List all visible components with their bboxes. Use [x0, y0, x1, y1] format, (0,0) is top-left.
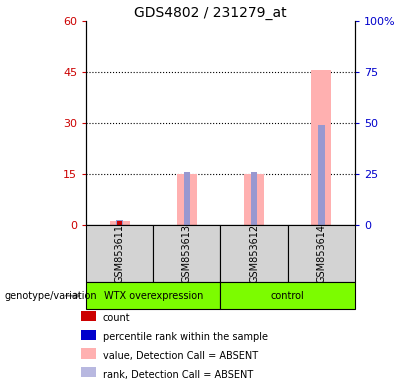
Bar	[86, 282, 221, 309]
Bar	[86, 225, 153, 282]
Text: GSM853613: GSM853613	[182, 224, 192, 283]
Bar	[81, 329, 96, 340]
Bar	[311, 70, 331, 225]
Bar	[117, 221, 122, 225]
Text: GSM853611: GSM853611	[115, 224, 125, 283]
Text: genotype/variation: genotype/variation	[4, 291, 97, 301]
Bar	[110, 220, 130, 225]
Bar	[184, 172, 190, 225]
Bar	[288, 225, 355, 282]
Text: value, Detection Call = ABSENT: value, Detection Call = ABSENT	[103, 351, 258, 361]
Text: WTX overexpression: WTX overexpression	[104, 291, 203, 301]
Text: GSM853612: GSM853612	[249, 224, 259, 283]
Text: control: control	[271, 291, 304, 301]
Bar	[251, 172, 257, 225]
Text: GDS4802 / 231279_at: GDS4802 / 231279_at	[134, 6, 286, 20]
Bar	[153, 225, 220, 282]
Bar	[318, 124, 325, 225]
Bar	[81, 348, 96, 359]
Text: GSM853614: GSM853614	[316, 224, 326, 283]
Text: rank, Detection Call = ABSENT: rank, Detection Call = ABSENT	[103, 370, 253, 380]
Text: count: count	[103, 313, 130, 323]
Text: percentile rank within the sample: percentile rank within the sample	[103, 332, 268, 342]
Bar	[177, 174, 197, 225]
Bar	[116, 220, 123, 225]
Bar	[81, 367, 96, 377]
Bar	[220, 225, 288, 282]
Bar	[244, 174, 264, 225]
Bar	[81, 311, 96, 321]
Bar	[220, 282, 355, 309]
